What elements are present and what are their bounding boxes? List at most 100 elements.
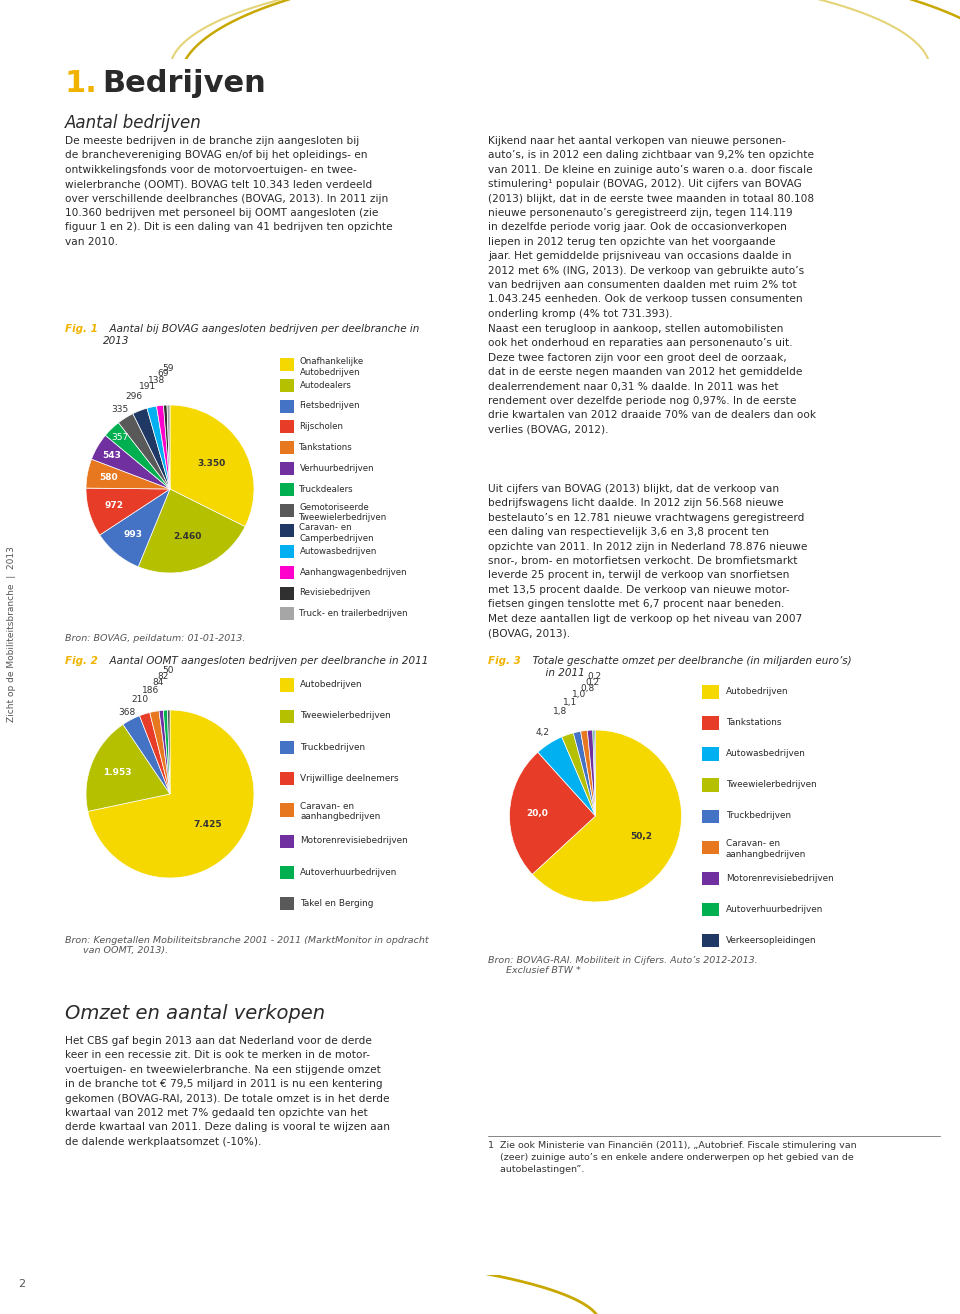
Wedge shape xyxy=(118,414,170,489)
Text: Verkeersopleidingen: Verkeersopleidingen xyxy=(726,936,816,945)
Text: Autoverhuurbedrijven: Autoverhuurbedrijven xyxy=(300,867,397,876)
Text: 1,8: 1,8 xyxy=(553,707,566,716)
Wedge shape xyxy=(510,752,595,874)
Wedge shape xyxy=(156,405,170,489)
Bar xyxy=(280,463,294,474)
Text: Zicht op de Mobiliteitsbranche  |  2013: Zicht op de Mobiliteitsbranche | 2013 xyxy=(8,547,16,721)
Text: Autobedrijven: Autobedrijven xyxy=(300,681,363,689)
Text: Motorenrevisiebedrijven: Motorenrevisiebedrijven xyxy=(300,837,408,845)
Bar xyxy=(703,748,719,761)
Text: 20,0: 20,0 xyxy=(526,809,548,817)
Wedge shape xyxy=(139,712,170,794)
Wedge shape xyxy=(86,487,170,535)
Wedge shape xyxy=(163,710,170,794)
Text: 0,2: 0,2 xyxy=(588,673,602,681)
Text: 1,1: 1,1 xyxy=(564,698,578,707)
Text: 138: 138 xyxy=(149,376,165,385)
Bar xyxy=(280,866,294,879)
Bar xyxy=(280,566,294,579)
Text: Truckbedrijven: Truckbedrijven xyxy=(300,742,366,752)
Bar xyxy=(280,710,294,723)
Text: Omzet en aantal verkopen: Omzet en aantal verkopen xyxy=(65,1004,325,1024)
Wedge shape xyxy=(538,737,595,816)
Bar xyxy=(280,586,294,599)
Text: Tweewielerbedrijven: Tweewielerbedrijven xyxy=(726,781,817,790)
Text: 1.: 1. xyxy=(65,70,98,99)
Text: Autobedrijven: Autobedrijven xyxy=(726,687,788,696)
Text: Tankstations: Tankstations xyxy=(726,719,781,727)
Text: Aantal OOMT aangesloten bedrijven per deelbranche in 2011: Aantal OOMT aangesloten bedrijven per de… xyxy=(103,656,428,666)
Text: Naast een terugloop in aankoop, stellen automobilisten
ook het onderhoud en repa: Naast een terugloop in aankoop, stellen … xyxy=(488,325,816,435)
Bar xyxy=(703,778,719,792)
Bar xyxy=(703,716,719,729)
Wedge shape xyxy=(170,405,254,527)
Text: 335: 335 xyxy=(111,405,129,414)
Text: Aanhangwagenbedrijven: Aanhangwagenbedrijven xyxy=(300,568,407,577)
Text: Autodealers: Autodealers xyxy=(300,381,351,390)
Text: 368: 368 xyxy=(118,708,135,716)
Wedge shape xyxy=(91,435,170,489)
Text: 0,2: 0,2 xyxy=(586,678,599,687)
Text: Camperbedrijven: Camperbedrijven xyxy=(300,533,374,543)
Bar xyxy=(280,741,294,754)
Wedge shape xyxy=(532,731,682,901)
Text: Rijscholen: Rijscholen xyxy=(300,422,344,431)
Text: Aantal bij BOVAG aangesloten bedrijven per deelbranche in
2013: Aantal bij BOVAG aangesloten bedrijven p… xyxy=(103,325,420,346)
Text: 580: 580 xyxy=(99,473,117,482)
Text: Caravan- en: Caravan- en xyxy=(300,523,352,532)
Bar xyxy=(280,897,294,911)
Text: Revisiebedrijven: Revisiebedrijven xyxy=(300,589,371,598)
Text: 2.460: 2.460 xyxy=(174,532,202,540)
Text: Aantal bedrijven: Aantal bedrijven xyxy=(65,114,202,131)
Text: Bedrijven: Bedrijven xyxy=(102,70,266,99)
Text: 543: 543 xyxy=(103,451,121,460)
Text: (zeer) zuinige auto’s en enkele andere onderwerpen op het gebied van de: (zeer) zuinige auto’s en enkele andere o… xyxy=(488,1152,853,1162)
Bar xyxy=(703,685,719,699)
Bar xyxy=(280,442,294,455)
Wedge shape xyxy=(167,710,170,794)
Wedge shape xyxy=(167,405,170,489)
Text: 972: 972 xyxy=(104,501,123,510)
Text: 357: 357 xyxy=(111,434,129,443)
Bar xyxy=(703,841,719,854)
Text: aanhangbedrijven: aanhangbedrijven xyxy=(300,812,380,821)
Text: 1.953: 1.953 xyxy=(103,769,132,777)
Text: Tweewielerbedrijven: Tweewielerbedrijven xyxy=(300,711,391,720)
Text: 50: 50 xyxy=(162,666,174,675)
Text: 59: 59 xyxy=(162,364,174,373)
Wedge shape xyxy=(150,711,170,794)
Text: 993: 993 xyxy=(123,530,142,539)
Wedge shape xyxy=(123,716,170,794)
Wedge shape xyxy=(86,724,170,811)
Text: Gemotoriseerde: Gemotoriseerde xyxy=(300,502,370,511)
Text: Bron: BOVAG, peildatum: 01-01-2013.: Bron: BOVAG, peildatum: 01-01-2013. xyxy=(65,633,245,643)
Text: 3.350: 3.350 xyxy=(198,459,226,468)
Text: 82: 82 xyxy=(157,671,169,681)
Text: Het CBS gaf begin 2013 aan dat Nederland voor de derde
keer in een recessie zit.: Het CBS gaf begin 2013 aan dat Nederland… xyxy=(65,1035,390,1147)
Bar xyxy=(703,903,719,916)
Text: Vrijwillige deelnemers: Vrijwillige deelnemers xyxy=(300,774,398,783)
Wedge shape xyxy=(594,731,595,816)
Wedge shape xyxy=(106,423,170,489)
Bar xyxy=(280,834,294,848)
Text: Fietsbedrijven: Fietsbedrijven xyxy=(300,401,360,410)
Text: Autowasbedrijven: Autowasbedrijven xyxy=(726,749,805,758)
Wedge shape xyxy=(87,710,254,878)
Text: 186: 186 xyxy=(142,686,159,695)
Text: Caravan- en: Caravan- en xyxy=(300,802,354,811)
Text: 296: 296 xyxy=(126,392,143,401)
Text: 2: 2 xyxy=(18,1279,26,1289)
Text: Fig. 3: Fig. 3 xyxy=(488,656,521,666)
Text: Takel en Berging: Takel en Berging xyxy=(300,899,373,908)
Text: Truckbedrijven: Truckbedrijven xyxy=(726,812,791,820)
Wedge shape xyxy=(592,731,595,816)
Text: Truck- en trailerbedrijven: Truck- en trailerbedrijven xyxy=(300,610,408,618)
Bar xyxy=(280,524,294,537)
Wedge shape xyxy=(573,732,595,816)
Bar xyxy=(280,773,294,786)
Wedge shape xyxy=(581,731,595,816)
Text: Fig. 2: Fig. 2 xyxy=(65,656,98,666)
Wedge shape xyxy=(86,459,170,489)
Wedge shape xyxy=(163,405,170,489)
Bar xyxy=(703,809,719,823)
